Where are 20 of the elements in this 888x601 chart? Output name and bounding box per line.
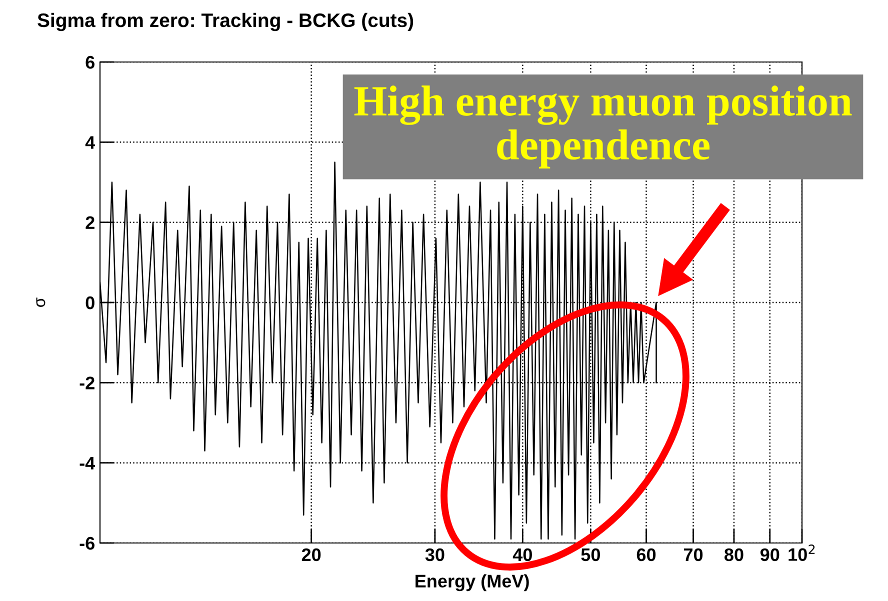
x-tick-label: 90 <box>760 548 780 562</box>
x-tick-label: 20 <box>302 548 321 562</box>
x-tick-label: 60 <box>636 548 656 562</box>
y-tick-label: -4 <box>80 456 96 470</box>
y-tick-label: 4 <box>85 136 96 149</box>
x-tick-label: 40 <box>512 548 532 562</box>
chart-title: Sigma from zero: Tracking - BCKG (cuts) <box>38 12 414 32</box>
y-tick-label: 0 <box>86 296 94 310</box>
y-tick-label: -2 <box>80 376 94 390</box>
x-axis-title: Energy (MeV) <box>416 574 529 592</box>
x-tick-label: 50 <box>581 548 600 562</box>
y-tick-label: -6 <box>80 536 94 550</box>
y-axis-title: σ <box>36 298 46 307</box>
x-tick-label: 30 <box>425 548 444 562</box>
x-tick-label: 80 <box>724 548 744 562</box>
x-tick-label: 70 <box>684 548 703 562</box>
x-tick-label: 10$^{2}$ <box>788 544 815 561</box>
y-tick-label: 6 <box>86 56 94 69</box>
y-tick-label: 2 <box>86 216 94 229</box>
annotation: High energy muon position dependence <box>354 86 852 168</box>
